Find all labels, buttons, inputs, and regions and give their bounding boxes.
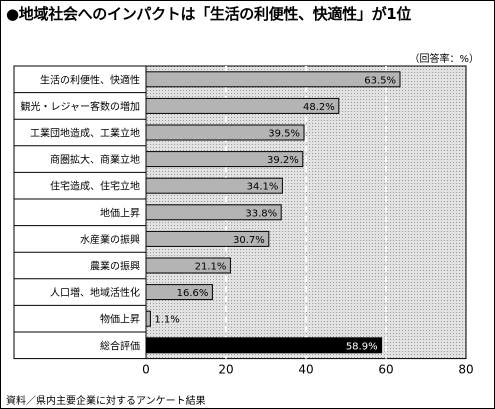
source-note: 資料／県内主要企業に対するアンケート結果	[6, 396, 206, 407]
value-label: 48.2%	[303, 102, 335, 113]
value-label: 63.5%	[364, 75, 396, 86]
category-label: 商圏拡大、商業立地	[50, 153, 140, 166]
bar	[145, 204, 282, 221]
x-tick-label: 20	[218, 363, 233, 377]
bar	[145, 257, 231, 274]
category-label: 生活の利便性、快適性	[40, 73, 140, 86]
gridlines	[225, 66, 387, 359]
category-label: 総合評価	[100, 339, 140, 352]
unit-note: （回答率：%）	[409, 54, 479, 65]
value-label: 39.5%	[268, 129, 300, 140]
value-label: 1.1%	[154, 315, 179, 326]
x-tick-label: 80	[458, 363, 473, 377]
category-label: 観光・レジャー客数の増加	[21, 100, 141, 113]
value-label: 21.1%	[195, 262, 227, 273]
bar	[145, 124, 305, 141]
bar	[145, 151, 304, 168]
category-label: 住宅造成、住宅立地	[50, 180, 140, 193]
category-label: 物価上昇	[100, 313, 140, 326]
x-tick-label: 0	[142, 363, 150, 377]
bar-highlight	[145, 337, 383, 354]
bar	[145, 97, 340, 114]
bar	[145, 284, 213, 301]
bar	[145, 310, 151, 327]
x-tick-label: 60	[378, 363, 393, 377]
value-label: 33.8%	[245, 208, 277, 219]
chart-title: ●地域社会へのインパクトは「生活の利便性、快適性」が1位	[6, 5, 412, 23]
bar	[145, 71, 401, 88]
value-label: 58.9%	[346, 341, 378, 352]
bars: 63.5% 48.2% 39.5% 39.2% 34.1% 33.8% 30.7% 21.1%…	[145, 71, 401, 354]
category-panel	[13, 65, 147, 360]
x-axis: 0 20 40 60 80	[142, 363, 473, 377]
x-tick-label: 40	[298, 363, 313, 377]
value-label: 39.2%	[267, 155, 299, 166]
value-label: 16.6%	[177, 288, 209, 299]
category-label: 水産業の振興	[80, 233, 140, 246]
value-label: 34.1%	[247, 182, 279, 193]
category-label: 農業の振興	[90, 260, 140, 273]
bar	[145, 177, 283, 194]
category-label: 人口増、地域活性化	[50, 286, 140, 299]
category-rows: 生活の利便性、快適性観光・レジャー客数の増加工業団地造成、工業立地商圏拡大、商業…	[14, 73, 146, 352]
value-label: 30.7%	[233, 235, 265, 246]
category-label: 工業団地造成、工業立地	[30, 127, 140, 140]
category-label: 地価上昇	[100, 206, 140, 219]
bar	[145, 230, 270, 247]
